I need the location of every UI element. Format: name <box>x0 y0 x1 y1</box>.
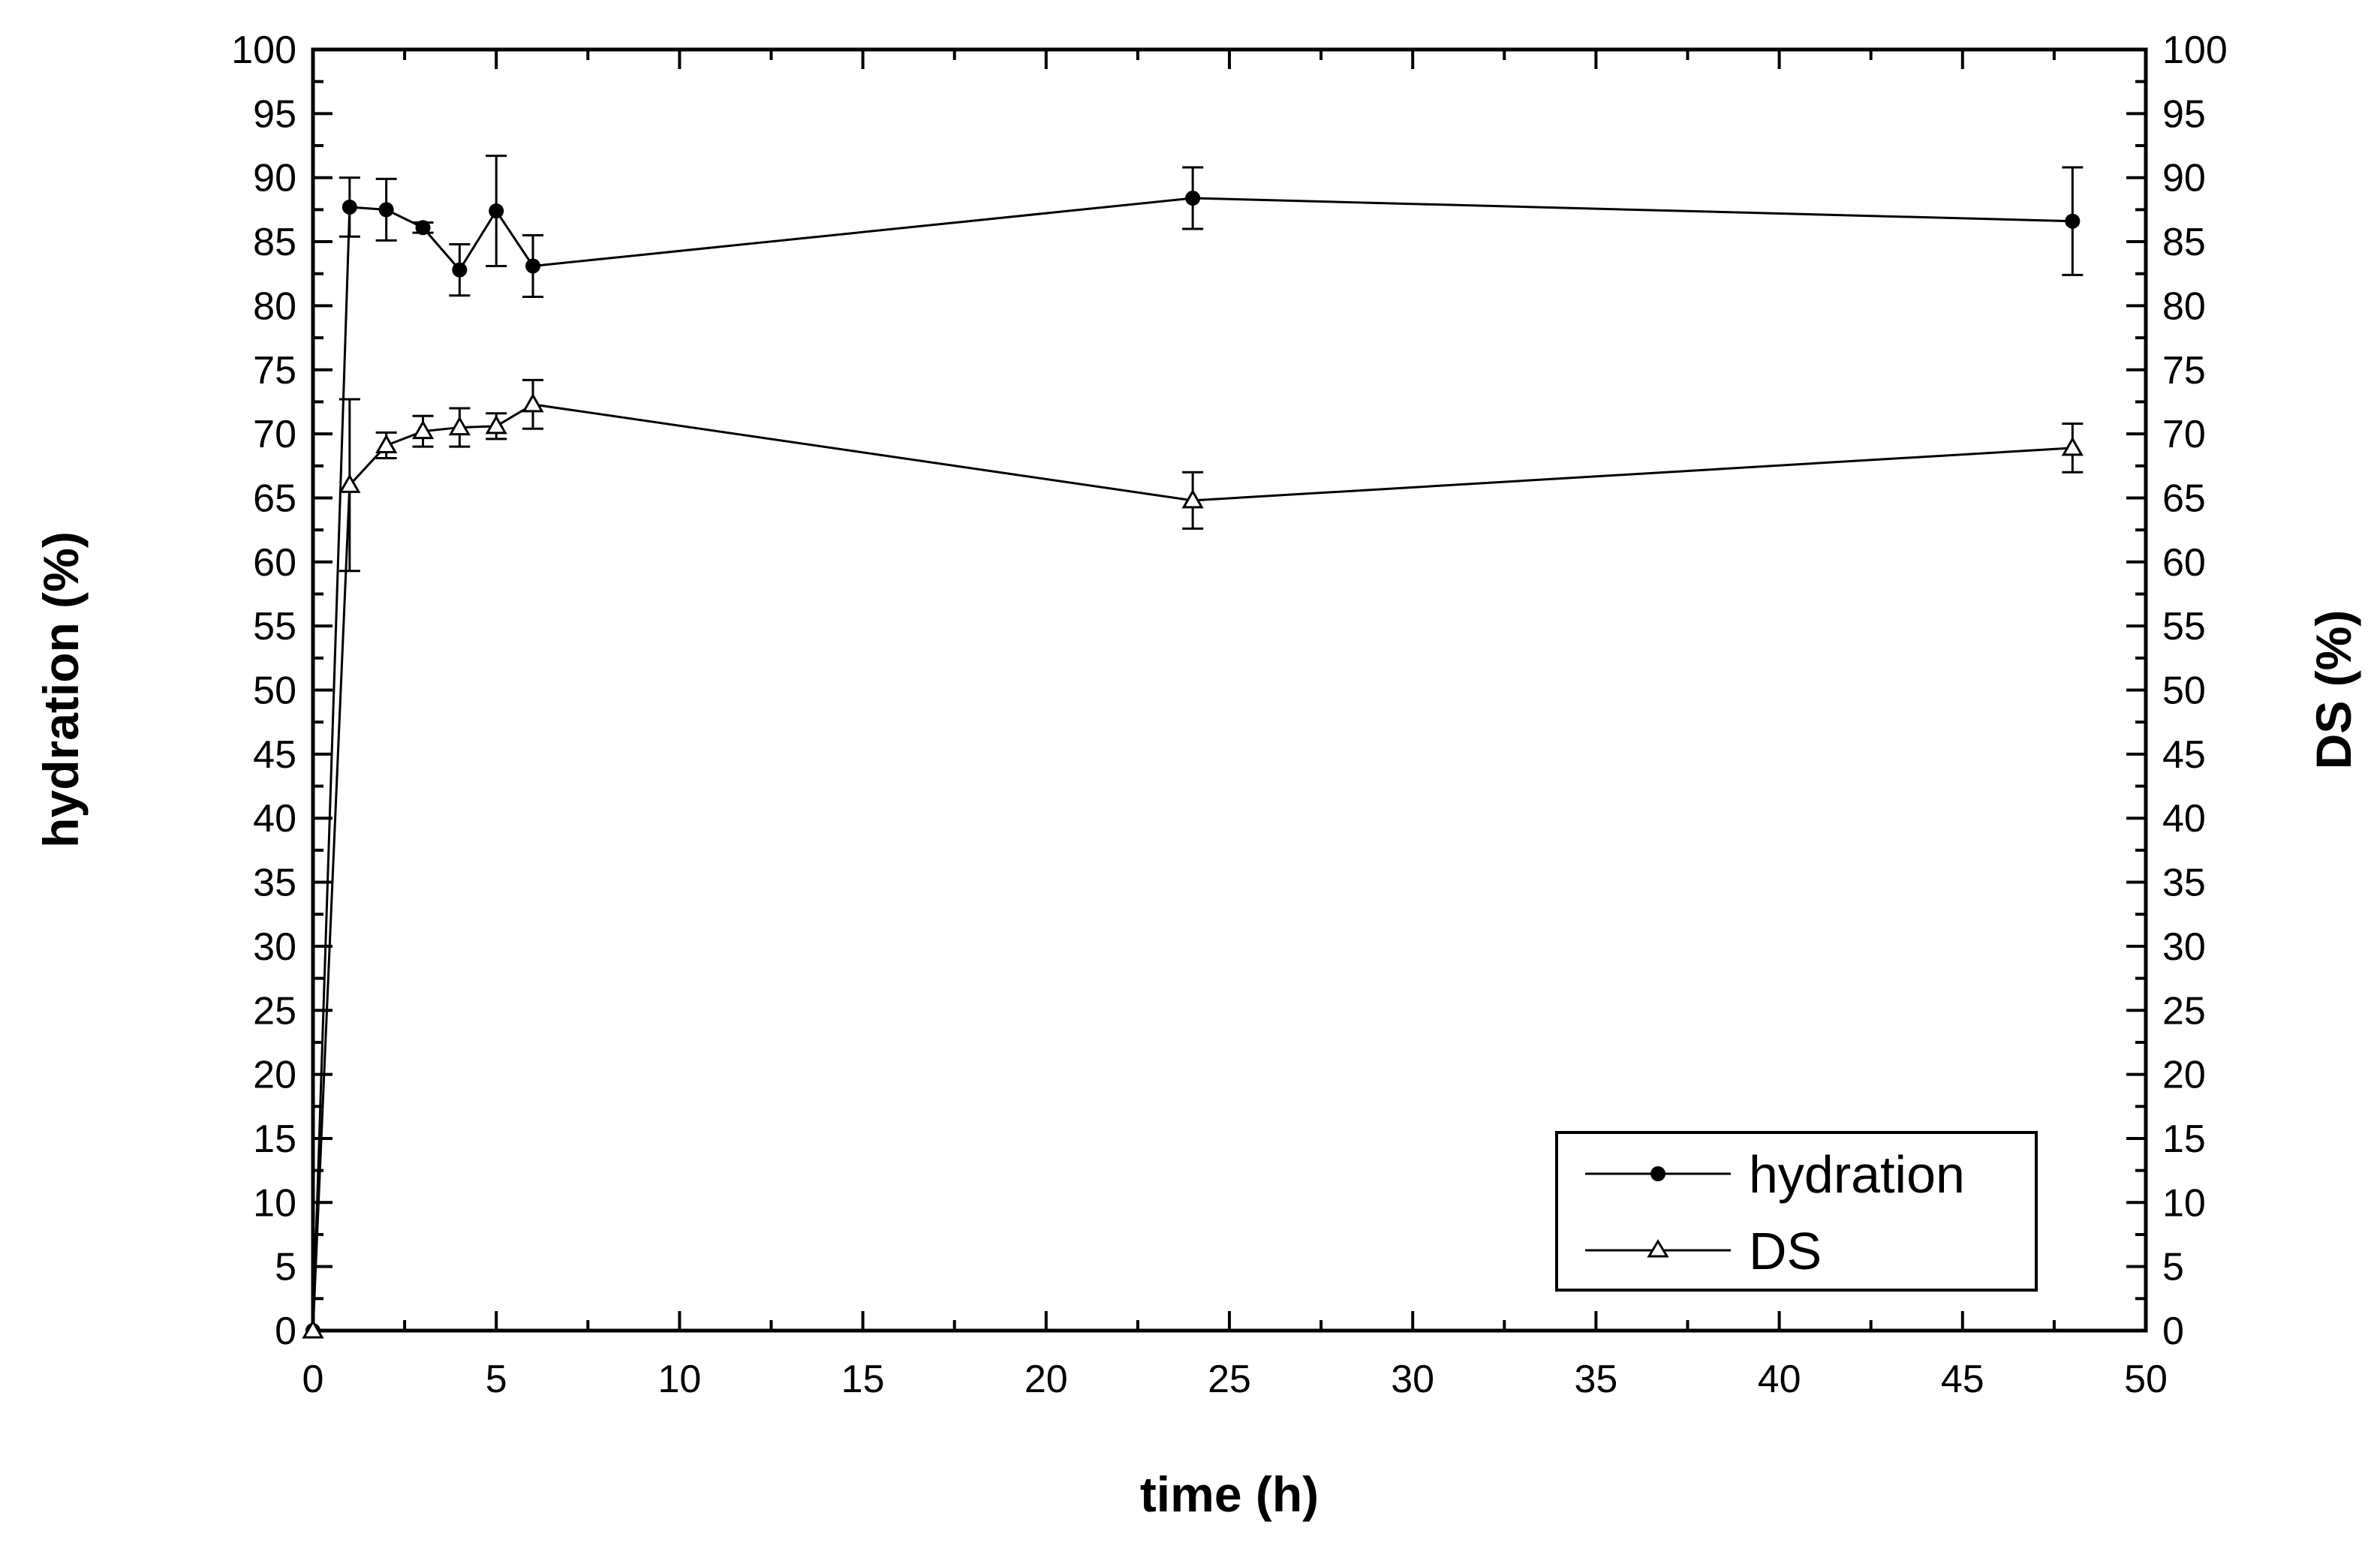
data-point-hydration <box>1185 191 1201 206</box>
data-point-hydration <box>342 199 357 215</box>
y-tick-label: 25 <box>253 989 296 1033</box>
y2-tick-label: 30 <box>2162 925 2206 969</box>
y2-tick-label: 45 <box>2162 733 2206 777</box>
y2-tick-label: 85 <box>2162 221 2206 264</box>
y-tick-label: 10 <box>253 1181 296 1225</box>
y2-tick-label: 80 <box>2162 284 2206 328</box>
series-ds <box>302 378 2084 1339</box>
y-tick-label: 75 <box>253 349 296 393</box>
data-point-hydration <box>415 220 431 236</box>
y-tick-label: 0 <box>275 1310 296 1353</box>
x-tick-label: 35 <box>1574 1358 1617 1401</box>
y-tick-label: 35 <box>253 862 296 905</box>
data-point-ds <box>522 393 544 413</box>
y2-tick-label: 5 <box>2162 1246 2184 1289</box>
y2-tick-labels: 0 5 10 15 20 25 30 35 40 45 50 55 60 65 70 75 80 85 90 95 10… <box>2162 29 2228 1353</box>
series-hydration <box>305 155 2084 1338</box>
y2-tick-label: 25 <box>2162 989 2206 1033</box>
series-layer <box>302 155 2084 1339</box>
data-point-ds <box>485 414 507 435</box>
data-point-ds <box>448 416 471 436</box>
y-tick-label: 65 <box>253 477 296 520</box>
y-tick-label: 45 <box>253 733 296 777</box>
y-tick-label: 5 <box>275 1246 296 1289</box>
y2-tick-label: 40 <box>2162 797 2206 841</box>
y-axis-title: hydration (%) <box>33 531 89 848</box>
x-tick-label: 10 <box>657 1358 701 1401</box>
y-tick-label: 40 <box>253 797 296 841</box>
data-point-ds <box>411 420 435 440</box>
y2-tick-label: 50 <box>2162 669 2206 713</box>
x-tick-label: 20 <box>1025 1358 1068 1401</box>
x-tick-label: 50 <box>2124 1358 2168 1401</box>
y-tick-label: 100 <box>231 29 296 72</box>
legend-label-hydration: hydration <box>1749 1145 1965 1204</box>
y-tick-label: 55 <box>253 605 296 648</box>
x-tick-label: 5 <box>486 1358 507 1401</box>
y2-tick-label: 100 <box>2162 29 2228 72</box>
y-tick-label: 15 <box>253 1117 296 1161</box>
y2-tick-label: 10 <box>2162 1181 2206 1225</box>
y2-tick-label: 55 <box>2162 605 2206 648</box>
y2-tick-label: 65 <box>2162 477 2206 520</box>
y-tick-label: 80 <box>253 284 296 328</box>
x-tick-label: 30 <box>1391 1358 1434 1401</box>
y2-tick-label: 90 <box>2162 157 2206 200</box>
x-tick-label: 15 <box>841 1358 885 1401</box>
data-point-ds <box>302 1319 324 1339</box>
y2-tick-label: 0 <box>2162 1310 2184 1353</box>
y-tick-label: 60 <box>253 541 296 585</box>
data-point-hydration <box>489 203 504 219</box>
legend-marker-ds <box>1647 1239 1669 1258</box>
legend-box <box>1555 1131 2038 1292</box>
x-tick-label: 40 <box>1758 1358 1801 1401</box>
ticks <box>311 48 2147 1332</box>
y2-tick-label: 35 <box>2162 862 2206 905</box>
y2-tick-label: 20 <box>2162 1054 2206 1097</box>
legend-marker-hydration <box>1650 1166 1665 1181</box>
y-tick-label: 50 <box>253 669 296 713</box>
data-point-ds <box>1181 489 1204 509</box>
x-tick-label: 0 <box>302 1358 324 1401</box>
data-point-ds <box>2061 436 2084 456</box>
x-tick-labels: 0 5 10 15 20 25 30 35 40 45 50 <box>302 1358 2168 1401</box>
y-tick-label: 85 <box>253 221 296 264</box>
x-tick-label: 45 <box>1941 1358 1984 1401</box>
y2-tick-label: 75 <box>2162 349 2206 393</box>
y-tick-label: 95 <box>253 92 296 136</box>
data-point-hydration <box>525 258 541 274</box>
data-point-hydration <box>378 202 394 218</box>
y2-tick-label: 95 <box>2162 92 2206 136</box>
x-tick-label: 25 <box>1208 1358 1251 1401</box>
legend-label-ds: DS <box>1749 1222 1822 1280</box>
y2-tick-label: 15 <box>2162 1117 2206 1161</box>
legend: hydration DS <box>1555 1131 2038 1292</box>
data-point-hydration <box>2065 213 2081 229</box>
y-tick-label: 70 <box>253 413 296 456</box>
x-axis-title: time (h) <box>1140 1466 1319 1522</box>
data-point-ds <box>375 434 398 453</box>
y2-axis-title: DS (%) <box>2306 610 2361 770</box>
y2-tick-label: 70 <box>2162 413 2206 456</box>
y2-tick-label: 60 <box>2162 541 2206 585</box>
y-tick-label: 30 <box>253 925 296 969</box>
data-point-ds <box>338 474 361 493</box>
y-tick-labels: 0 5 10 15 20 25 30 35 40 45 50 55 60 65 70 75 80 85 90 95 10… <box>231 29 296 1353</box>
y-tick-label: 20 <box>253 1054 296 1097</box>
data-point-hydration <box>452 262 468 278</box>
y-tick-label: 90 <box>253 157 296 200</box>
